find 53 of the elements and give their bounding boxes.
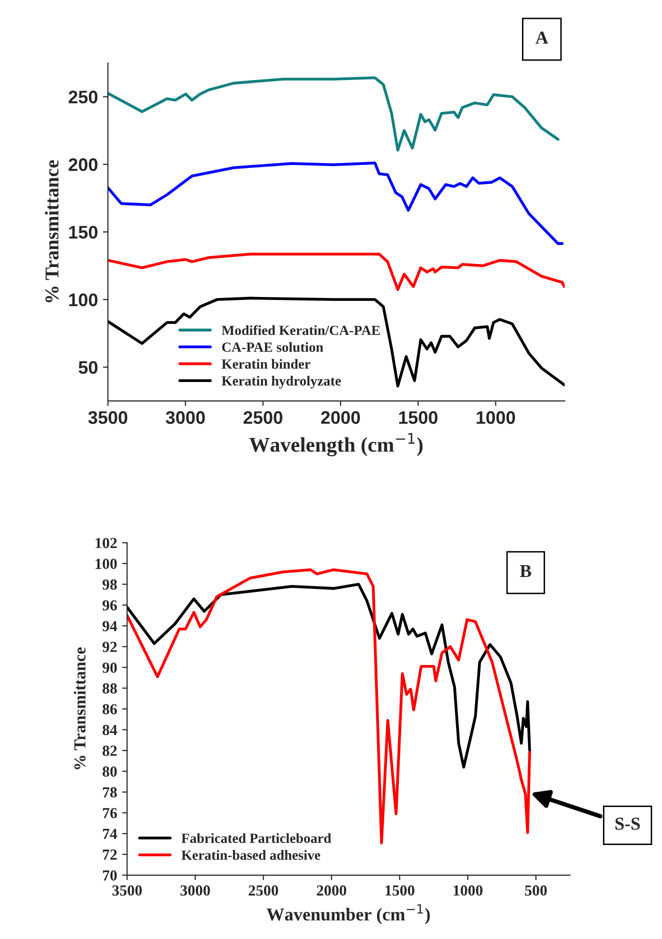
y-tick-label: 200 xyxy=(68,158,98,172)
x-tick-label: 3000 xyxy=(166,411,205,424)
legend-label: Fabricated Particleboard xyxy=(182,833,332,843)
x-axis-title: Wavenumber (cm$^{−1}$) xyxy=(266,904,430,924)
line-series xyxy=(108,252,565,291)
y-tick-label: 82 xyxy=(102,746,117,756)
y-tick-label: 102 xyxy=(96,538,117,548)
legend-label: Keratin-based adhesive xyxy=(182,850,320,860)
x-tick-label: 500 xyxy=(525,885,547,896)
line-series xyxy=(108,296,565,388)
legend-label: CA-PAE solution xyxy=(222,342,324,352)
x-tick-label: 2500 xyxy=(244,411,282,424)
y-tick-label: 100 xyxy=(69,293,98,306)
x-tick-label: 1500 xyxy=(399,411,438,424)
y-axis-title: % Transmittance xyxy=(44,160,59,302)
legend-label: Modified Keratin/CA-PAE xyxy=(222,325,380,336)
legend-label: Keratin hydrolyzate xyxy=(222,376,341,388)
line-series xyxy=(108,76,560,152)
y-tick-label: 84 xyxy=(102,724,118,736)
y-tick-label: 90 xyxy=(102,662,117,673)
y-tick-label: 50 xyxy=(78,361,98,374)
y-tick-label: 98 xyxy=(102,579,117,590)
y-tick-label: 250 xyxy=(68,90,98,104)
x-tick-label: 3000 xyxy=(180,885,210,896)
x-tick-label: 1500 xyxy=(386,885,414,896)
x-tick-label: 1000 xyxy=(454,885,482,896)
annotation: S-S xyxy=(615,818,640,830)
y-tick-label: 80 xyxy=(102,766,117,777)
y-tick-label: 74 xyxy=(102,828,118,839)
text: A xyxy=(536,32,548,44)
annotation: B xyxy=(520,565,532,578)
line-series xyxy=(127,582,532,769)
y-tick-label: 78 xyxy=(102,787,117,798)
y-tick-label: 100 xyxy=(96,558,117,569)
y-tick-label: 92 xyxy=(102,642,117,652)
y-tick-label: 86 xyxy=(102,704,117,714)
y-tick-label: 72 xyxy=(102,850,117,860)
x-axis-title: Wavelength (cm$^{−1}$) xyxy=(249,433,423,456)
x-tick-label: 3500 xyxy=(88,411,128,424)
y-tick-label: 70 xyxy=(102,870,117,881)
y-tick-label: 94 xyxy=(102,621,118,632)
x-tick-label: 3500 xyxy=(112,885,142,896)
y-tick-label: 96 xyxy=(102,600,117,611)
line-series xyxy=(108,162,564,245)
y-tick-label: 76 xyxy=(102,808,117,818)
x-tick-label: 1000 xyxy=(476,411,516,424)
x-tick-label: 2500 xyxy=(248,885,278,896)
y-tick-label: 88 xyxy=(102,683,117,694)
legend-label: Keratin binder xyxy=(222,358,310,369)
y-axis-title: % Transmittance xyxy=(74,647,86,770)
x-tick-label: 2000 xyxy=(316,885,346,896)
y-tick-label: 150 xyxy=(69,226,98,239)
x-tick-label: 2000 xyxy=(321,411,360,424)
